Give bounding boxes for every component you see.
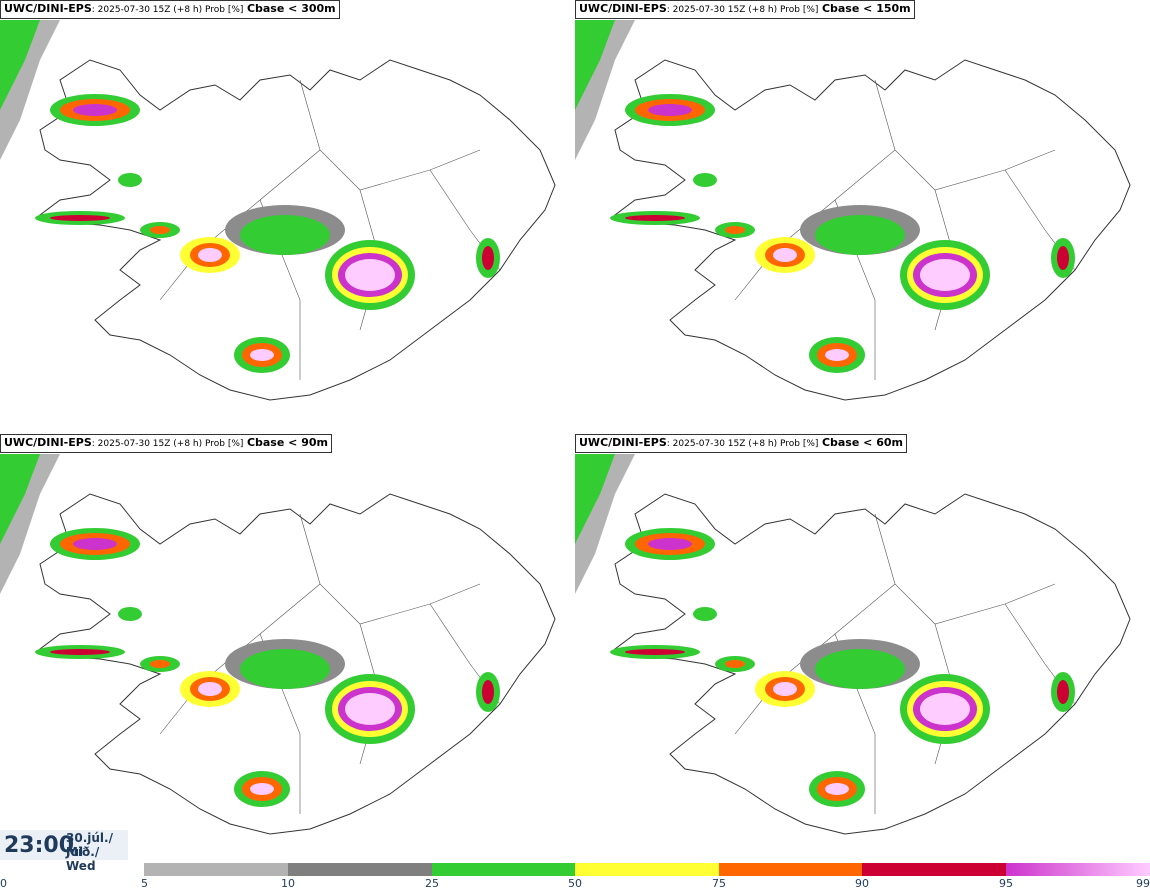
colorbar-tick: 75 <box>712 877 726 890</box>
colorbar-tick: 99 <box>1136 877 1150 890</box>
valid-date-line1: 30.júl./ Jul <box>66 831 113 859</box>
colorbar-tick: 95 <box>999 877 1013 890</box>
probability-colorbar <box>144 863 1150 876</box>
map-panel-150m: UWC/DINI-EPS: 2025-07-30 15Z (+8 h) Prob… <box>575 0 1150 434</box>
map-panel-60m: UWC/DINI-EPS: 2025-07-30 15Z (+8 h) Prob… <box>575 434 1150 868</box>
map-panel-300m: UWC/DINI-EPS: 2025-07-30 15Z (+8 h) Prob… <box>0 0 575 434</box>
valid-date-line2: Mið./ Wed <box>66 845 100 873</box>
panel-header: UWC/DINI-EPS: 2025-07-30 15Z (+8 h) Prob… <box>0 434 332 453</box>
colorbar-tick: 0 <box>0 877 7 890</box>
colorbar-tick: 90 <box>855 877 869 890</box>
colorbar-segment-90-95 <box>862 863 1006 876</box>
colorbar-segment-50-75 <box>575 863 719 876</box>
colorbar-segment-95-99 <box>1006 863 1150 876</box>
valid-time: 23:00 <box>4 833 75 858</box>
colorbar-tick: 25 <box>425 877 439 890</box>
iceland-probability-map <box>0 19 556 401</box>
colorbar-segment-75-90 <box>719 863 862 876</box>
map-panel-90m: UWC/DINI-EPS: 2025-07-30 15Z (+8 h) Prob… <box>0 434 575 868</box>
colorbar-tick: 10 <box>281 877 295 890</box>
colorbar-segment-5-10 <box>144 863 288 876</box>
colorbar-segment-25-50 <box>432 863 575 876</box>
iceland-probability-map <box>575 19 1131 401</box>
colorbar-tick: 5 <box>141 877 148 890</box>
colorbar-segment-10-25 <box>288 863 432 876</box>
panel-header: UWC/DINI-EPS: 2025-07-30 15Z (+8 h) Prob… <box>575 434 907 453</box>
iceland-probability-map <box>0 453 556 835</box>
colorbar-tick: 50 <box>568 877 582 890</box>
panel-header: UWC/DINI-EPS: 2025-07-30 15Z (+8 h) Prob… <box>0 0 340 19</box>
panel-header: UWC/DINI-EPS: 2025-07-30 15Z (+8 h) Prob… <box>575 0 915 19</box>
iceland-probability-map <box>575 453 1131 835</box>
valid-time-box: 23:00 30.júl./ Jul Mið./ Wed <box>0 830 128 873</box>
